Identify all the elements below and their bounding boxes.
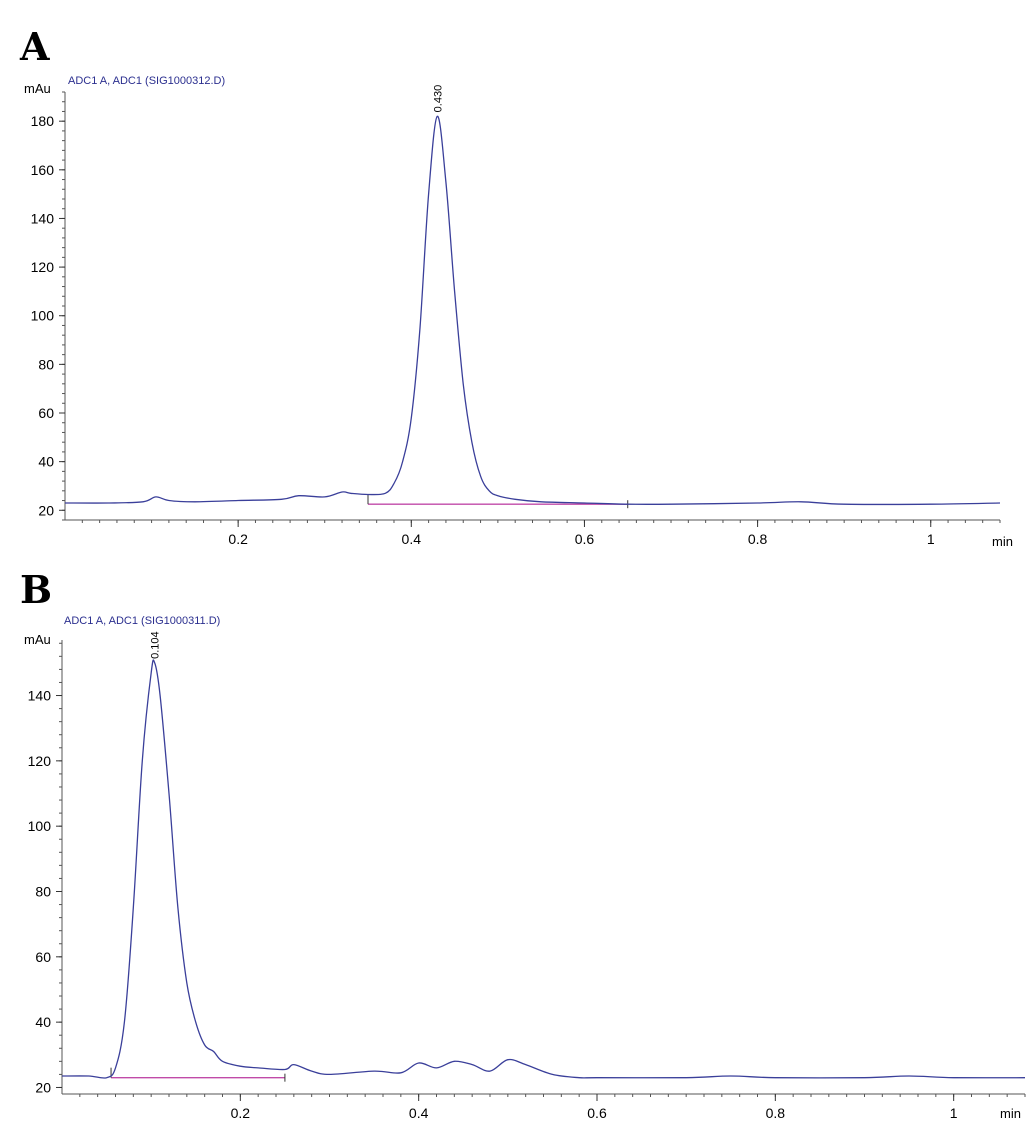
panel-a-y-tick-label: 20 — [38, 502, 54, 518]
panel-b-ticks: 20 40 60 80 100 120 140 0.2 0.4 0.6 0.8 1 — [28, 642, 1026, 1121]
panel-a-peak-label: 0.430 — [432, 85, 444, 113]
panel-b-x-unit: min — [1000, 1106, 1021, 1121]
panel-a-y-tick-label: 160 — [31, 162, 55, 178]
panel-a-y-tick-label: 40 — [38, 454, 54, 470]
panel-a-y-tick-label: 180 — [31, 113, 55, 129]
panel-a-signal-title: ADC1 A, ADC1 (SIG1000312.D) — [68, 75, 225, 87]
panel-a-axes — [64, 92, 1000, 521]
panel-a-x-tick-label: 0.6 — [575, 531, 595, 547]
panel-b-y-tick-label: 140 — [28, 688, 52, 704]
panel-b-x-tick-label: 0.4 — [409, 1105, 429, 1121]
panel-b-axes — [61, 640, 1025, 1095]
panel-b-y-tick-label: 100 — [28, 818, 52, 834]
panel-b-marks: 0.104 — [61, 631, 1026, 1082]
panel-a-x-tick-label: 0.8 — [748, 531, 768, 547]
panel-b-x-tick-label: 0.6 — [587, 1105, 607, 1121]
panel-b-letter: B — [20, 567, 52, 612]
panel-b-y-tick-label: 80 — [35, 883, 51, 899]
panel-a-x-tick-label: 0.2 — [228, 531, 248, 547]
panel-a-ticks: 20 40 60 80 100 120 140 160 180 0.2 0.4 0.6 0.8 1 — [31, 91, 1001, 547]
panel-b-y-unit: mAu — [24, 632, 51, 647]
panel-b-peak-label: 0.104 — [150, 631, 162, 659]
panel-a-signal-trace — [64, 115, 1001, 506]
panel-b-y-tick-label: 20 — [35, 1079, 51, 1095]
panel-b-x-tick-label: 1 — [950, 1105, 958, 1121]
panel-b-x-tick-label: 0.2 — [231, 1105, 251, 1121]
panel-a-x-tick-label: 0.4 — [402, 531, 422, 547]
panel-b: B ADC1 A, ADC1 (SIG1000311.D) mAu min 20… — [20, 567, 1026, 1121]
panel-b-y-tick-label: 120 — [28, 753, 52, 769]
panel-b-y-tick-label: 40 — [35, 1014, 51, 1030]
panel-a-x-tick-label: 1 — [927, 531, 935, 547]
panel-a-y-tick-label: 80 — [38, 356, 54, 372]
panel-b-signal-title: ADC1 A, ADC1 (SIG1000311.D) — [64, 615, 220, 627]
panel-a-y-tick-label: 60 — [38, 405, 54, 421]
panel-a-y-unit: mAu — [24, 81, 51, 96]
panel-b-x-tick-label: 0.8 — [766, 1105, 786, 1121]
panel-b-signal-trace — [61, 659, 1026, 1079]
panel-a-x-unit: min — [992, 534, 1013, 549]
panel-a: A ADC1 A, ADC1 (SIG1000312.D) mAu min 20… — [19, 24, 1013, 549]
panel-a-marks: 0.430 — [64, 85, 1001, 509]
panel-a-y-tick-label: 140 — [31, 210, 55, 226]
panel-a-y-tick-label: 100 — [31, 308, 55, 324]
panel-a-y-tick-label: 120 — [31, 259, 55, 275]
panel-a-letter: A — [19, 24, 50, 69]
panel-b-y-tick-label: 60 — [35, 949, 51, 965]
